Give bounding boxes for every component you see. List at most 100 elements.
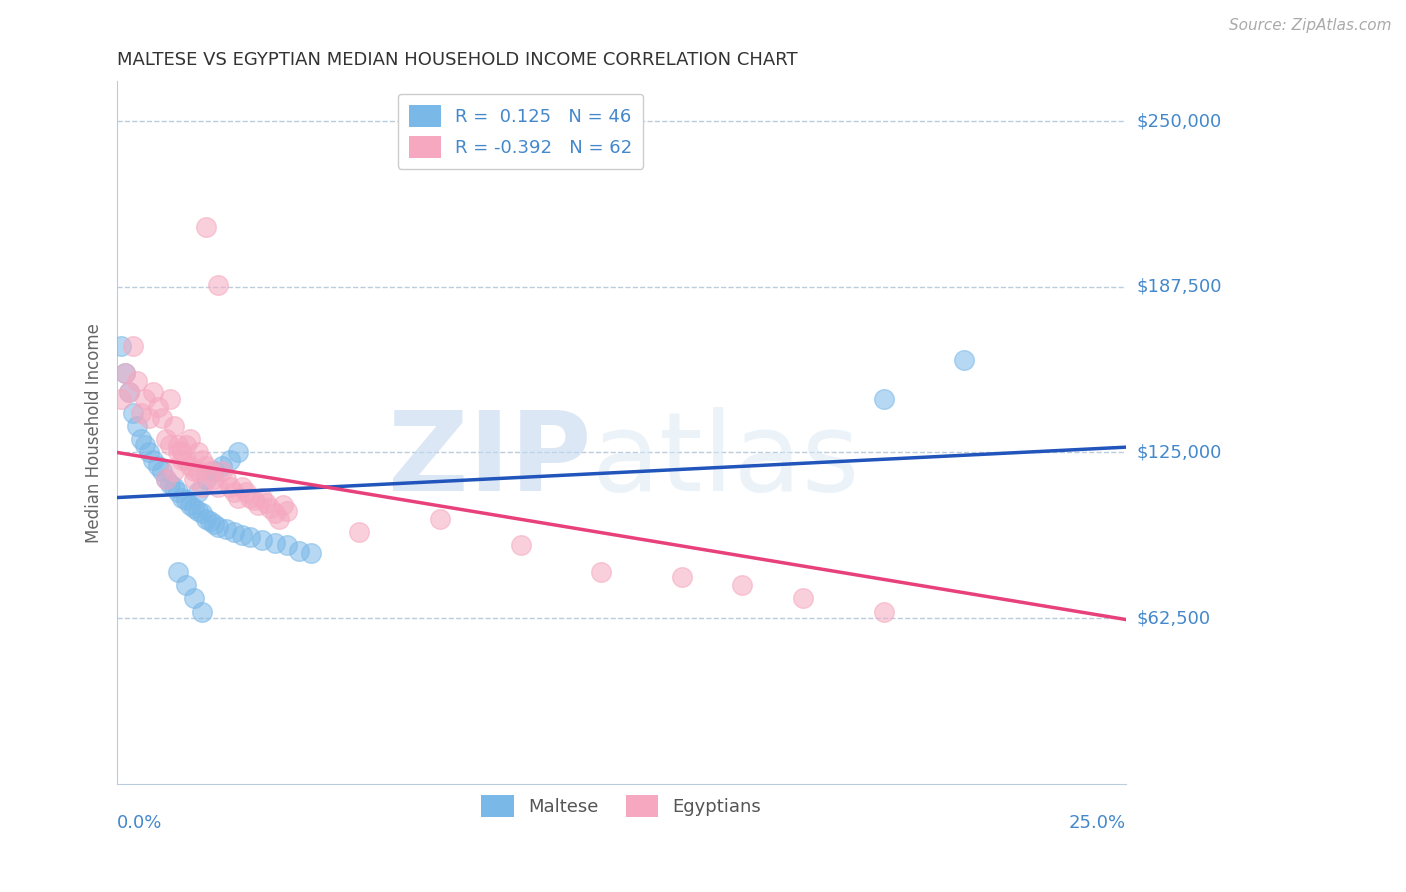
Point [239,530,262,544]
Point [166,485,188,500]
Point [174,493,197,508]
Point [191,507,214,521]
Point [239,491,262,505]
Point [159,477,181,491]
Point [731,578,754,592]
Point [174,453,197,467]
Point [252,533,274,547]
Point [219,480,242,494]
Point [256,496,278,510]
Point [194,472,217,486]
Point [194,458,217,473]
Point [276,504,298,518]
Point [118,384,141,399]
Point [429,512,451,526]
Point [114,366,136,380]
Point [207,519,229,533]
Point [127,374,149,388]
Point [202,464,225,478]
Point [179,458,201,473]
Text: 25.0%: 25.0% [1069,814,1126,832]
Point [159,392,181,407]
Point [146,401,169,415]
Point [183,472,205,486]
Point [194,220,217,235]
Point [226,445,249,459]
Point [243,493,266,508]
Point [953,352,976,367]
Point [159,437,181,451]
Text: $62,500: $62,500 [1137,609,1211,627]
Point [138,411,160,425]
Point [150,411,173,425]
Point [347,524,370,539]
Point [872,605,894,619]
Point [183,464,205,478]
Point [174,578,197,592]
Point [259,501,281,516]
Text: atlas: atlas [591,407,859,514]
Point [187,445,209,459]
Point [224,524,246,539]
Point [792,591,814,606]
Point [872,392,894,407]
Point [155,472,177,486]
Point [202,472,225,486]
Point [183,591,205,606]
Point [110,392,132,407]
Point [179,432,201,446]
Point [166,445,188,459]
Point [191,453,214,467]
Point [163,480,186,494]
Point [150,464,173,478]
Point [118,384,141,399]
Point [263,507,285,521]
Text: MALTESE VS EGYPTIAN MEDIAN HOUSEHOLD INCOME CORRELATION CHART: MALTESE VS EGYPTIAN MEDIAN HOUSEHOLD INC… [117,51,797,69]
Point [166,437,188,451]
Point [235,485,257,500]
Point [509,538,531,552]
Point [215,472,238,486]
Y-axis label: Median Household Income: Median Household Income [86,323,103,542]
Point [183,501,205,516]
Point [170,445,193,459]
Point [179,499,201,513]
Point [263,535,285,549]
Point [231,527,253,541]
Point [202,517,225,532]
Point [247,499,270,513]
Point [198,515,221,529]
Point [110,339,132,353]
Point [122,406,145,420]
Point [131,406,153,420]
Point [114,366,136,380]
Point [224,485,246,500]
Point [142,453,165,467]
Point [271,499,294,513]
Point [211,464,233,478]
Point [276,538,298,552]
Point [194,512,217,526]
Point [155,432,177,446]
Point [166,565,188,579]
Legend: Maltese, Egyptians: Maltese, Egyptians [474,788,769,824]
Point [215,522,238,536]
Point [198,464,221,478]
Point [155,472,177,486]
Point [211,458,233,473]
Point [122,339,145,353]
Point [671,570,693,584]
Point [267,512,290,526]
Point [287,543,309,558]
Point [174,437,197,451]
Text: 0.0%: 0.0% [117,814,163,832]
Point [191,605,214,619]
Point [134,437,156,451]
Point [207,278,229,293]
Point [231,480,253,494]
Point [134,392,156,407]
Text: Source: ZipAtlas.com: Source: ZipAtlas.com [1229,18,1392,33]
Point [142,384,165,399]
Point [170,453,193,467]
Point [146,458,169,473]
